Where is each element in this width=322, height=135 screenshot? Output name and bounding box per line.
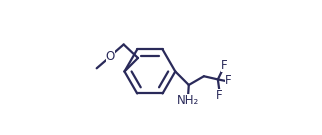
Text: F: F bbox=[221, 59, 228, 72]
Text: O: O bbox=[106, 50, 115, 63]
Text: F: F bbox=[225, 75, 232, 87]
Text: F: F bbox=[216, 89, 223, 102]
Text: NH₂: NH₂ bbox=[177, 94, 199, 107]
